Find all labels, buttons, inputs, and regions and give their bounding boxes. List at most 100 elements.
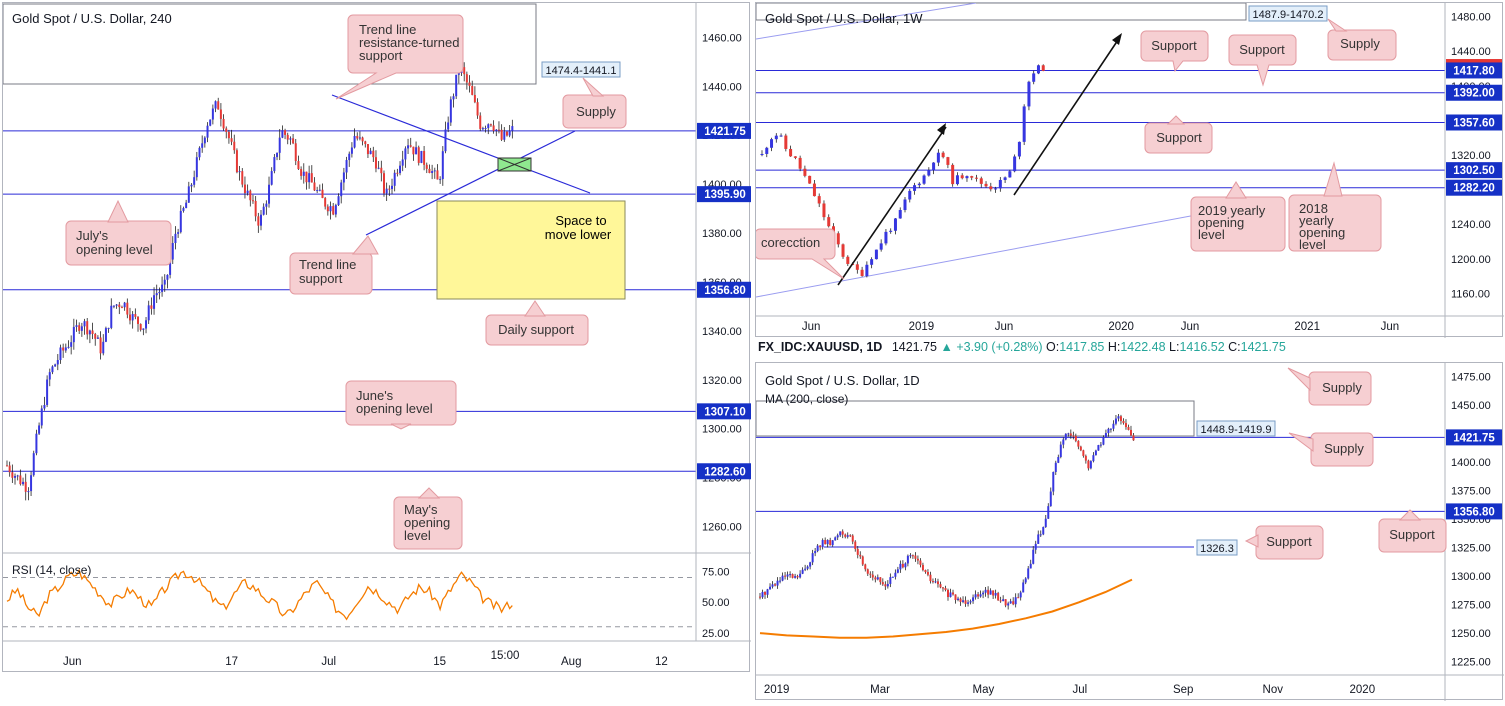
- dl-candle-body: [1107, 428, 1110, 434]
- h4-candle-body: [425, 164, 428, 169]
- h4-candle-body: [56, 360, 59, 365]
- h4-candle-body: [96, 337, 99, 339]
- wk-ytick: 1320.00: [1451, 150, 1491, 162]
- dl-candle-body: [776, 580, 779, 586]
- h4-candle-body: [104, 328, 107, 342]
- dl-candle-body: [916, 558, 919, 561]
- wk-candle-body: [946, 157, 950, 165]
- h4-candle-body: [441, 151, 444, 180]
- h4-candle-body: [91, 330, 94, 334]
- h4-chart[interactable]: Space to move lower 1460.001440.001420.0…: [2, 3, 753, 673]
- weekly-chart[interactable]: 1480.001440.001400.001360.001320.001280.…: [754, 2, 1504, 338]
- h4-candle-body: [14, 476, 17, 478]
- svg-text:Supply: Supply: [1324, 441, 1364, 456]
- dl-candle-body: [834, 537, 837, 541]
- h4-candle-body: [257, 216, 260, 226]
- daily-zone-tag: 1448.9-1419.9: [1196, 420, 1276, 437]
- dl-candle-body: [1034, 543, 1037, 550]
- h4-time-tag: 15:00: [487, 646, 523, 662]
- h4-candle-body: [401, 159, 404, 166]
- h4-candle-body: [147, 305, 150, 321]
- wk-xtick: 2019: [909, 321, 935, 333]
- h4-candle-body: [209, 119, 212, 126]
- h4-candle-body: [32, 453, 35, 476]
- h4-candle-body: [505, 131, 508, 136]
- h4-candle-body: [16, 475, 19, 477]
- weekly-chart-panel[interactable]: 1480.001440.001400.001360.001320.001280.…: [754, 2, 1504, 338]
- h4-candle-body: [340, 182, 343, 197]
- h4-chart-panel[interactable]: Space to move lower 1460.001440.001420.0…: [2, 2, 753, 673]
- h4-candle-body: [80, 326, 83, 331]
- h4-candle-body: [169, 259, 172, 275]
- h4-rsi-line: [6, 568, 513, 621]
- wk-candle-body: [1013, 156, 1017, 172]
- h4-trend-resistance-line[interactable]: [331, 94, 591, 194]
- daily-chart[interactable]: 1475.001450.001425.001400.001375.001350.…: [755, 363, 1504, 701]
- h4-candle-body: [391, 185, 394, 190]
- weekly-supply-zone: [755, 2, 1247, 21]
- dl-candle-body: [992, 590, 995, 596]
- dl-candle-body: [999, 600, 1002, 602]
- wk-candle-body: [970, 176, 974, 178]
- dl-candle-body: [871, 574, 874, 578]
- h4-candle-body: [238, 171, 241, 173]
- dl-candle-body: [919, 560, 922, 565]
- h4-xtick: Jun: [63, 656, 82, 668]
- dl-candle-body: [934, 581, 937, 583]
- weekly-callout-2018-open: 2018 yearly opening level: [1288, 161, 1382, 252]
- dl-xtick: Mar: [870, 684, 890, 696]
- h4-candle-body: [118, 304, 121, 308]
- h4-candle-body: [366, 144, 369, 155]
- dl-price-tag: [1446, 503, 1502, 520]
- dl-candle-body: [876, 577, 879, 580]
- h4-candle-body: [308, 173, 311, 183]
- h4-candle-body: [281, 130, 284, 138]
- h4-candle-body: [83, 321, 86, 327]
- svg-text:15:00: 15:00: [491, 650, 520, 662]
- h4-candle-body: [342, 172, 345, 183]
- ohlc-price: 1421.75: [891, 340, 937, 354]
- h4-price-tag: [697, 463, 753, 480]
- wk-xtick: 2020: [1108, 321, 1134, 333]
- weekly-zone-tag: 1487.9-1470.2: [1248, 5, 1328, 22]
- wk-candle-body: [979, 178, 983, 184]
- h4-candle-body: [457, 72, 460, 75]
- weekly-callout-support-1: Support: [1140, 30, 1209, 73]
- dl-candle-body: [1114, 418, 1117, 424]
- daily-chart-panel[interactable]: 1475.001450.001425.001400.001375.001350.…: [755, 362, 1504, 701]
- h4-candle-body: [313, 182, 316, 191]
- dl-xtick: Sep: [1173, 684, 1193, 696]
- h4-candle-body: [345, 160, 348, 173]
- h4-candle-body: [388, 188, 391, 190]
- dl-ma-line: [759, 578, 1133, 639]
- daily-callout-support-2: Support: [1378, 509, 1447, 553]
- dl-candle-body: [786, 574, 789, 577]
- dl-candle-body: [1119, 416, 1122, 421]
- h4-candle-body: [43, 404, 46, 409]
- dl-candle-body: [1127, 427, 1130, 430]
- h4-trend-support-line[interactable]: [365, 130, 576, 236]
- dl-candle-body: [1087, 460, 1090, 469]
- h4-price-tag-label: 1395.90: [704, 189, 746, 201]
- h4-candle-body: [225, 128, 228, 132]
- dl-ytick: 1400.00: [1451, 457, 1491, 469]
- dl-candle-body: [1092, 455, 1095, 462]
- h4-candle-body: [318, 189, 321, 191]
- h4-candle-body: [492, 125, 495, 131]
- h4-candle-body: [428, 168, 431, 174]
- dl-candle-body: [826, 540, 829, 545]
- dl-candle-body: [1007, 603, 1010, 606]
- wk-candle-body: [989, 186, 993, 190]
- h4-xtick: 12: [655, 656, 668, 668]
- dl-candle-body: [771, 584, 774, 587]
- dl-candle-body: [1062, 439, 1065, 445]
- dl-candle-body: [1109, 428, 1112, 430]
- weekly-callout-correction: corecction: [754, 228, 845, 280]
- wk-candle-body: [893, 218, 897, 231]
- h4-candle-body: [227, 131, 230, 139]
- h4-xtick: 15: [433, 656, 446, 668]
- wk-xtick: Jun: [1181, 321, 1200, 333]
